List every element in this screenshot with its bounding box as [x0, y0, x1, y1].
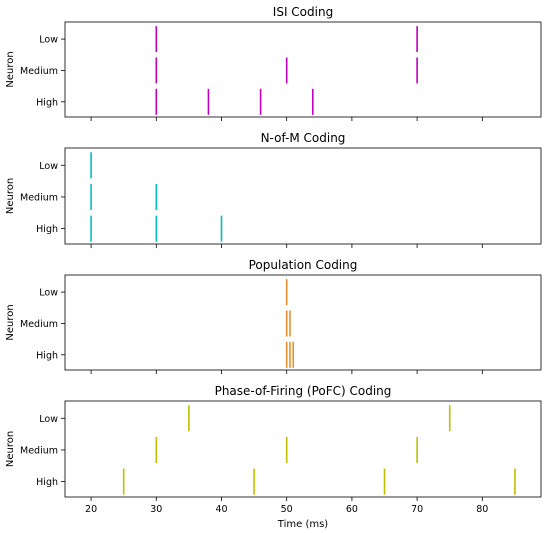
plot-frame: [64, 21, 542, 118]
y-tick-label: Low: [39, 414, 58, 425]
y-axis-label: Neuron: [5, 51, 16, 87]
chart-panel-2: N-of-M Coding Neuron Low Medium High: [5, 131, 542, 248]
x-tick-label: 70: [411, 504, 423, 515]
y-tick-label: High: [36, 477, 58, 488]
x-tick-label: 30: [150, 504, 162, 515]
y-tick-label: Medium: [20, 445, 58, 456]
y-tick-label: Medium: [20, 66, 58, 77]
y-tick-label: High: [36, 97, 58, 108]
y-tick-label: Low: [39, 288, 58, 299]
y-axis-label: Neuron: [5, 431, 16, 467]
chart-title: Phase-of-Firing (PoFC) Coding: [215, 384, 392, 398]
chart-panel-4: Phase-of-Firing (PoFC) Coding Neuron Low Me…: [5, 384, 542, 530]
chart-panel-3: Population Coding Neuron Low Medium High: [5, 258, 542, 374]
y-tick-label: Medium: [20, 192, 58, 203]
y-tick-label: Medium: [20, 319, 58, 330]
plot-frame: [64, 147, 542, 245]
x-axis-label: Time (ms): [277, 519, 329, 530]
x-tick-label: 80: [476, 504, 488, 515]
x-tick-label: 40: [215, 504, 227, 515]
plot-frame: [64, 274, 542, 371]
y-axis-label: Neuron: [5, 304, 16, 340]
y-tick-label: Low: [39, 161, 58, 172]
y-tick-label: Low: [39, 35, 58, 46]
plot-frame: [64, 400, 542, 498]
chart-title: Population Coding: [249, 258, 358, 272]
y-tick-label: High: [36, 350, 58, 361]
y-axis-label: Neuron: [5, 178, 16, 214]
x-tick-label: 50: [281, 504, 293, 515]
x-tick-label: 20: [85, 504, 97, 515]
chart-title: N-of-M Coding: [261, 131, 346, 145]
chart-panel-1: ISI Coding Neuron Low Medium High: [5, 5, 542, 121]
x-tick-label: 60: [346, 504, 358, 515]
chart-title: ISI Coding: [273, 5, 333, 19]
y-tick-label: High: [36, 224, 58, 235]
